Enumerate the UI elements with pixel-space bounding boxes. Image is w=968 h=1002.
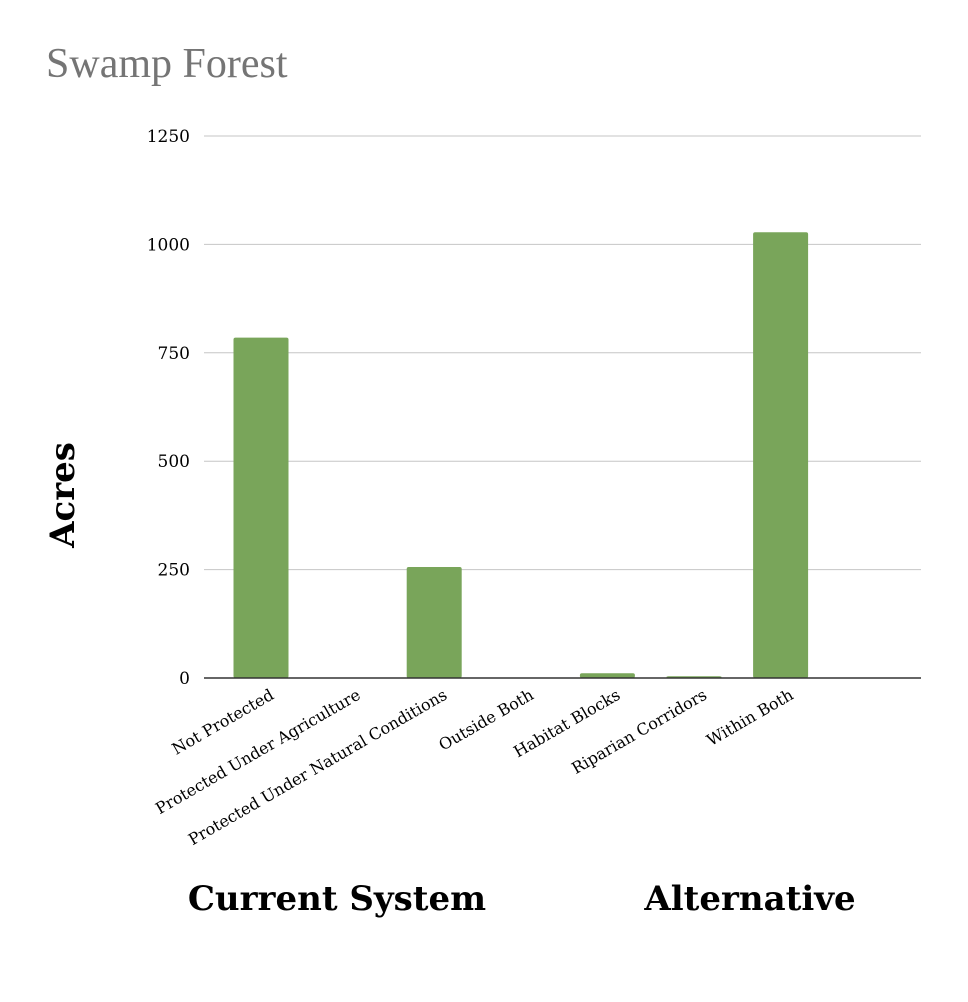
bar-habitat-blocks xyxy=(579,673,635,678)
group-label-current-system: Current System xyxy=(188,879,486,919)
y-tick-label-1000: 1000 xyxy=(147,235,190,255)
y-tick-labels: 0 250 500 750 1000 1250 xyxy=(147,127,190,689)
chart-title: Swamp Forest xyxy=(46,41,288,87)
bar-protected-under-natural-conditions xyxy=(406,566,462,678)
bars xyxy=(233,232,809,678)
bar-not-protected xyxy=(233,337,289,678)
y-tick-label-500: 500 xyxy=(158,452,190,472)
x-category-label-within-both: Within Both xyxy=(703,685,796,750)
group-label-alternative: Alternative xyxy=(643,879,855,919)
y-tick-label-0: 0 xyxy=(179,669,190,689)
y-tick-label-750: 750 xyxy=(158,344,190,364)
bar-within-both xyxy=(753,232,809,678)
y-tick-label-1250: 1250 xyxy=(147,127,190,147)
y-tick-label-250: 250 xyxy=(158,561,190,581)
y-axis-title: Acres xyxy=(43,442,83,549)
gridlines xyxy=(204,135,921,571)
